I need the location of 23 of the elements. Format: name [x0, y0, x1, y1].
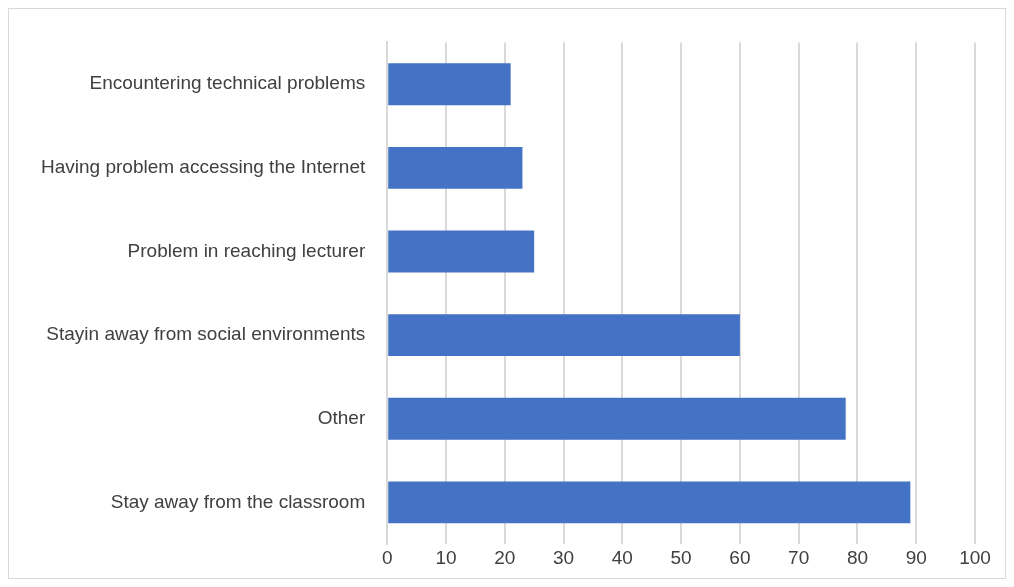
bar — [388, 230, 535, 273]
x-tick-label: 70 — [788, 546, 810, 568]
x-tick-label: 80 — [846, 546, 869, 568]
y-tick-label: Having problem accessing the Internet — [41, 156, 366, 178]
x-tick-label: 10 — [435, 546, 457, 568]
x-tick-label: 50 — [670, 546, 692, 568]
x-tick-label: 0 — [381, 546, 393, 568]
x-tick-label: 60 — [729, 546, 751, 568]
y-tick-label: Other — [317, 406, 366, 428]
x-tick-label: 40 — [611, 546, 633, 568]
bar — [388, 481, 911, 524]
y-tick-label: Stayin away from social environments — [46, 323, 366, 345]
bar — [388, 146, 523, 189]
y-tick-label: Encountering technical problems — [89, 72, 366, 94]
bar — [388, 63, 511, 106]
x-tick-label: 90 — [905, 546, 927, 568]
x-tick-label: 30 — [552, 546, 575, 568]
bar — [388, 314, 740, 357]
y-tick-label: Stay away from the classroom — [110, 490, 366, 512]
y-tick-label: Problem in reaching lecturer — [127, 239, 366, 261]
x-tick-label: 100 — [959, 546, 991, 568]
bar — [388, 397, 846, 440]
x-tick-label: 20 — [494, 546, 516, 568]
